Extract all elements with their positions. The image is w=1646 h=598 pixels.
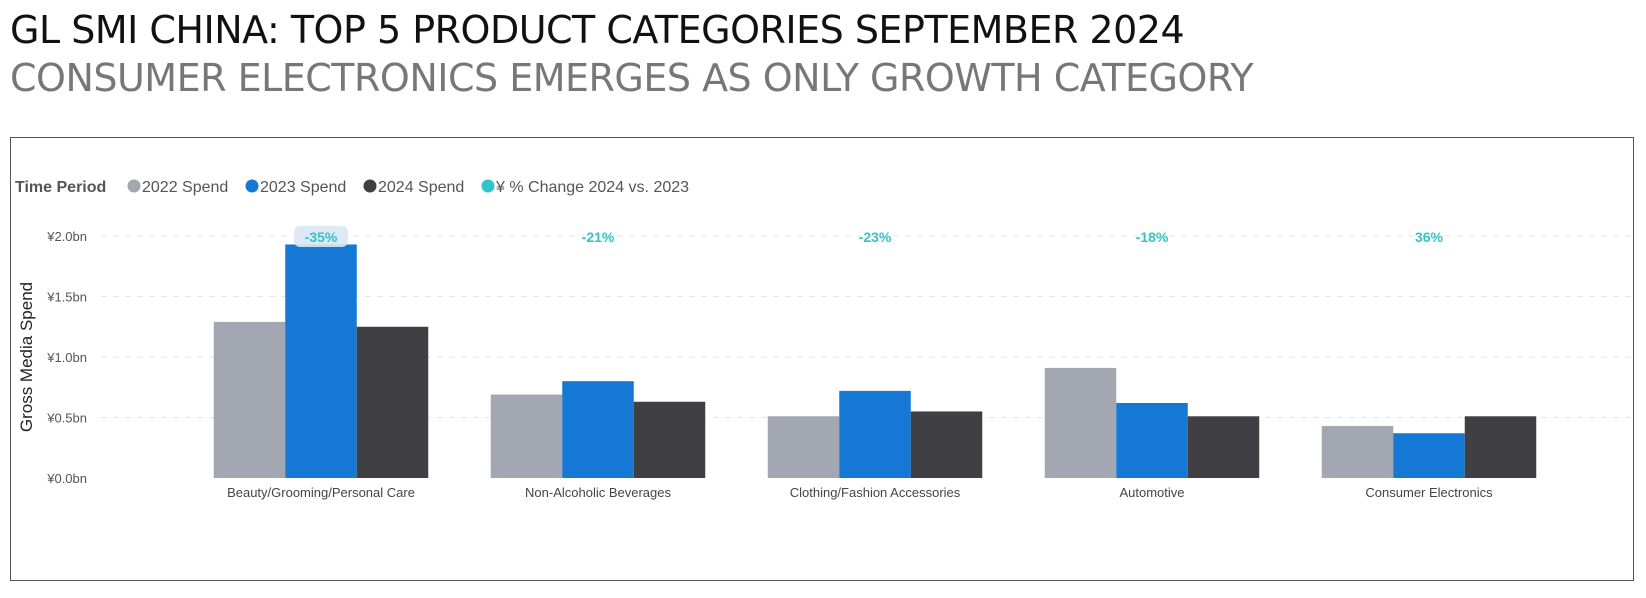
bar-2023-3 <box>839 390 911 478</box>
pct-change-label-1: -35% <box>305 229 338 245</box>
legend-marker-1 <box>127 179 141 193</box>
bar-2022-1 <box>213 321 286 478</box>
bar-chart: Time Period 2022 Spend 2023 Spend 2024 Spen… <box>15 179 1631 500</box>
legend-label-1: 2022 Spend <box>142 179 228 196</box>
bar-2023-4 <box>1116 402 1188 478</box>
x-tick-label: Clothing/Fashion Accessories <box>790 485 961 500</box>
bars <box>213 244 1537 478</box>
bar-2022-4 <box>1044 367 1117 478</box>
legend-label-4: ¥ % Change 2024 vs. 2023 <box>495 179 689 196</box>
y-tick-label: ¥1.5bn <box>46 290 87 305</box>
pct-change-label-2: -21% <box>582 229 615 245</box>
legend-marker-2 <box>245 179 259 193</box>
pct-label-bg <box>294 226 348 247</box>
x-tick-label: Consumer Electronics <box>1365 485 1493 500</box>
pct-change-label-4: -18% <box>1136 229 1169 245</box>
bar-2024-3 <box>910 411 983 478</box>
bar-2024-2 <box>633 401 706 478</box>
y-axis: ¥0.0bn ¥0.5bn ¥1.0bn ¥1.5bn ¥2.0bn Gross Medi… <box>17 229 87 486</box>
legend-marker-3 <box>363 179 377 193</box>
chart-frame: Time Period 2022 Spend 2023 Spend 2024 Spen… <box>10 137 1634 581</box>
bar-2022-5 <box>1321 425 1394 478</box>
pct-change-labels: -35% -21% -23% -18% 36% <box>294 226 1444 247</box>
bar-2022-3 <box>767 416 840 478</box>
legend-marker-4 <box>481 179 495 193</box>
legend-label-3: 2024 Spend <box>378 179 464 196</box>
legend-title: Time Period <box>15 179 106 196</box>
bar-2024-5 <box>1464 416 1537 478</box>
y-tick-label: ¥2.0bn <box>46 229 87 244</box>
legend-label-2: 2023 Spend <box>260 179 346 196</box>
bar-2023-1 <box>285 244 357 478</box>
pct-change-label-3: -23% <box>859 229 892 245</box>
bar-2024-4 <box>1187 416 1260 478</box>
y-tick-label: ¥0.5bn <box>46 411 87 426</box>
pct-change-label-5: 36% <box>1415 229 1444 245</box>
y-tick-label: ¥1.0bn <box>46 350 87 365</box>
x-tick-label: Non-Alcoholic Beverages <box>525 485 671 500</box>
y-tick-label: ¥0.0bn <box>46 471 87 486</box>
chart-subtitle: CONSUMER ELECTRONICS EMERGES AS ONLY GRO… <box>10 56 1254 100</box>
x-axis: Beauty/Grooming/Personal Care Non-Alcohol… <box>227 485 1493 500</box>
bar-2023-2 <box>562 381 634 478</box>
bar-2024-1 <box>356 326 429 478</box>
chart-title: GL SMI CHINA: TOP 5 PRODUCT CATEGORIES S… <box>10 8 1185 52</box>
y-axis-title: Gross Media Spend <box>17 282 36 432</box>
x-tick-label: Beauty/Grooming/Personal Care <box>227 485 415 500</box>
bar-2023-5 <box>1393 433 1465 478</box>
x-tick-label: Automotive <box>1119 485 1184 500</box>
legend: Time Period 2022 Spend 2023 Spend 2024 Spen… <box>15 179 689 196</box>
bar-2022-2 <box>490 394 563 478</box>
